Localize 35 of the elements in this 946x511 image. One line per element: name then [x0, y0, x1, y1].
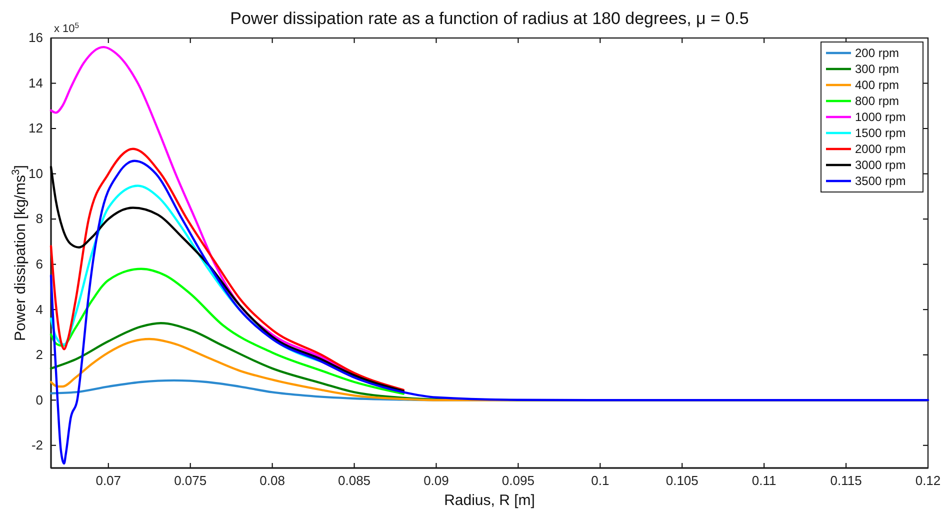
line-series: [50, 160, 930, 465]
x-tick-label: 0.085: [338, 473, 371, 488]
legend-label: 400 rpm: [855, 78, 900, 92]
x-tick-label: 0.07: [96, 473, 122, 488]
legend-label: 3500 rpm: [855, 174, 906, 188]
x-tick-label: 0.095: [502, 473, 534, 488]
chart-title: Power dissipation rate as a function of radius at 180 degrees, μ = 0.5: [230, 9, 749, 28]
legend-label: 300 rpm: [855, 62, 900, 76]
y-tick-label: 8: [36, 211, 43, 226]
x-tick-label: 0.105: [666, 473, 698, 488]
y-tick-label: 10: [28, 166, 43, 181]
y-tick-label: 6: [36, 256, 43, 272]
legend-label: 2000 rpm: [855, 142, 906, 156]
legend-label: 800 rpm: [855, 94, 900, 108]
x-tick-label: 0.08: [260, 473, 285, 488]
y-tick-label: 4: [36, 302, 43, 317]
y-tick-label: -2: [31, 438, 43, 453]
legend-label: 1000 rpm: [855, 110, 906, 124]
legend-label: 200 rpm: [855, 46, 900, 60]
y-tick-label: 16: [28, 30, 43, 46]
x-tick-label: 0.09: [424, 473, 449, 488]
y-tick-label: 12: [28, 120, 43, 136]
x-tick-label: 0.075: [174, 473, 207, 488]
legend-label: 3000 rpm: [855, 158, 906, 172]
legend-label: 1500 rpm: [855, 126, 906, 140]
x-tick-label: 0.1: [591, 473, 610, 488]
x-tick-label: 0.11: [752, 473, 776, 488]
x-tick-label: 0.12: [915, 473, 941, 488]
line-series: [50, 268, 405, 395]
x-tick-label: 0.115: [830, 473, 862, 488]
y-tick-label: 14: [28, 75, 43, 90]
y-tick-label: 0: [36, 392, 43, 408]
x-axis-title: Radius, R [m]: [444, 492, 535, 509]
text: x 10$^{5}$: [54, 20, 80, 35]
y-tick-label: 2: [36, 347, 43, 362]
